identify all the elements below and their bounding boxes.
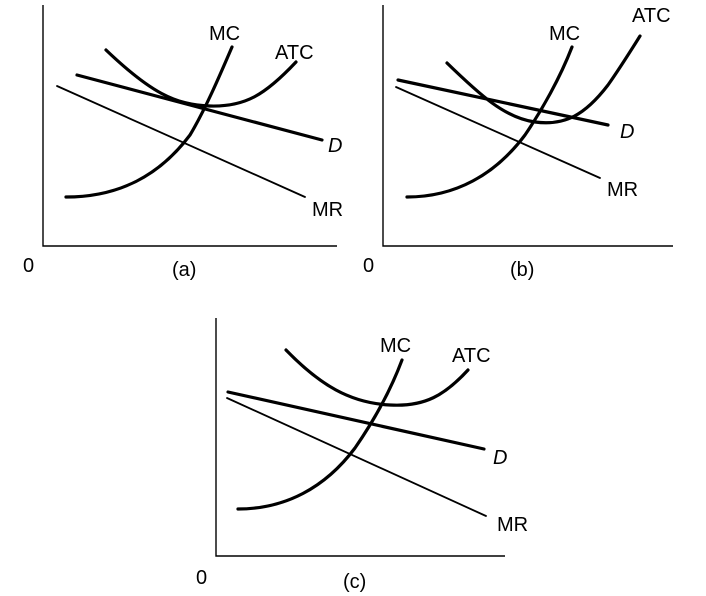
panel-c-mc-curve: [236, 358, 404, 511]
panel-c-caption: (c): [343, 571, 366, 593]
panel-a-mr-curve: [56, 85, 306, 198]
panel-b-demand-curve: [396, 78, 610, 127]
panel-c-demand-curve: [226, 390, 486, 451]
panel-b-origin-label: 0: [363, 255, 374, 277]
panel-c-demand-label: D: [493, 447, 507, 469]
panel-a-mc-curve: [64, 45, 234, 199]
panel-b-caption: (b): [510, 259, 534, 281]
panel-b-mr-curve: [395, 86, 601, 179]
panel-c-mr-label: MR: [497, 514, 528, 536]
panel-c-atc-curve: [284, 348, 470, 407]
panel-c: MC ATC D MR 0 (c): [196, 318, 528, 593]
panel-c-mc-label: MC: [380, 335, 411, 357]
panel-b-demand-label: D: [620, 121, 634, 143]
panel-c-atc-label: ATC: [452, 345, 491, 367]
panel-a-atc-label: ATC: [275, 42, 314, 64]
panel-b: MC ATC D MR 0 (b): [363, 5, 673, 281]
panel-a-atc-curve: [104, 48, 298, 108]
panel-b-atc-label: ATC: [632, 5, 671, 27]
panel-a-caption: (a): [172, 259, 196, 281]
panel-a-mr-label: MR: [312, 199, 343, 221]
panel-a: MC ATC D MR 0 (a): [23, 5, 343, 281]
panel-c-axes: [215, 318, 505, 557]
panel-a-axes: [42, 5, 337, 247]
panel-b-mc-curve: [405, 45, 574, 199]
panel-a-origin-label: 0: [23, 255, 34, 277]
panel-c-origin-label: 0: [196, 567, 207, 589]
panel-b-mr-label: MR: [607, 179, 638, 201]
panel-a-mc-label: MC: [209, 23, 240, 45]
panel-a-demand-curve: [75, 73, 324, 142]
panel-a-demand-label: D: [328, 135, 342, 157]
panel-c-mr-curve: [226, 397, 487, 517]
panel-b-axes: [382, 5, 673, 247]
panel-b-mc-label: MC: [549, 23, 580, 45]
